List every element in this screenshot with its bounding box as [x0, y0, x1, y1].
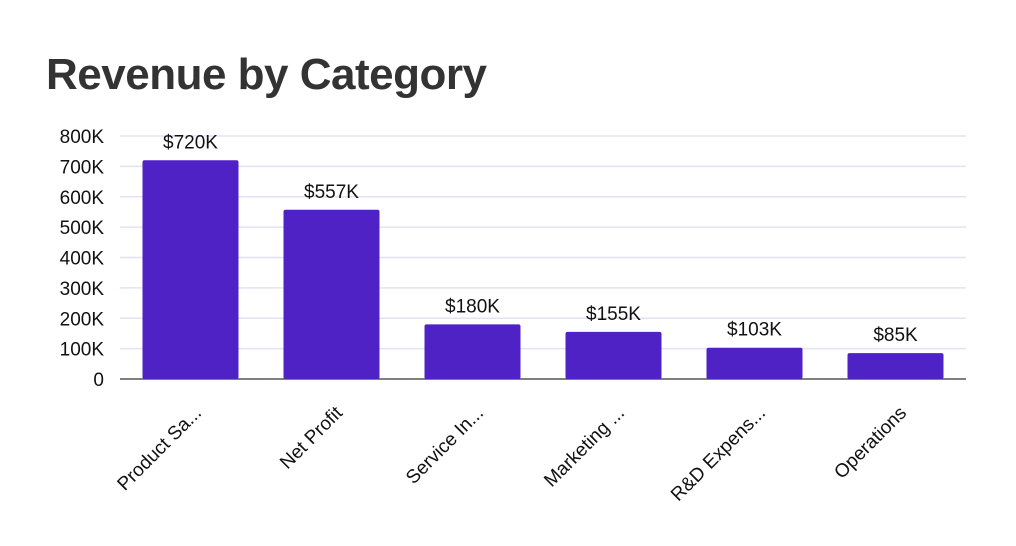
bar	[142, 160, 239, 379]
data-label: $85K	[873, 325, 918, 346]
gridlines	[120, 135, 966, 380]
bars	[142, 160, 944, 379]
x-tick-label: R&D Expens...	[667, 403, 770, 506]
y-tick-label: 200K	[60, 309, 105, 330]
y-tick-label: 400K	[60, 249, 105, 270]
data-label: $720K	[163, 132, 218, 153]
data-label: $557K	[304, 182, 359, 203]
bar	[283, 209, 380, 379]
y-tick-label: 300K	[60, 279, 105, 300]
x-tick-label: Product Sa...	[114, 403, 207, 496]
bar	[847, 353, 944, 379]
x-tick-label: Service In...	[402, 403, 488, 489]
data-label: $103K	[727, 320, 782, 341]
y-axis-ticks: 0 100K 200K 300K 400K 500K 600K 700K 800K	[60, 127, 105, 391]
data-labels: $720K $557K $180K $155K $103K $85K	[163, 132, 918, 346]
bar	[424, 324, 521, 379]
y-tick-label: 0	[93, 370, 104, 391]
y-tick-label: 800K	[60, 127, 105, 148]
data-label: $155K	[586, 304, 641, 325]
y-tick-label: 600K	[60, 188, 105, 209]
bar	[565, 331, 662, 379]
y-tick-label: 700K	[60, 157, 105, 178]
x-tick-label: Operations	[830, 403, 911, 484]
bar	[706, 347, 803, 379]
chart-title: Revenue by Category	[46, 50, 487, 99]
y-tick-label: 500K	[60, 218, 105, 239]
y-tick-label: 100K	[60, 340, 105, 361]
x-tick-label: Net Profit	[276, 402, 347, 473]
data-label: $180K	[445, 296, 500, 317]
x-tick-label: Marketing ...	[540, 403, 629, 492]
x-axis-ticks: Product Sa... Net Profit Service In... Mark…	[114, 402, 912, 505]
